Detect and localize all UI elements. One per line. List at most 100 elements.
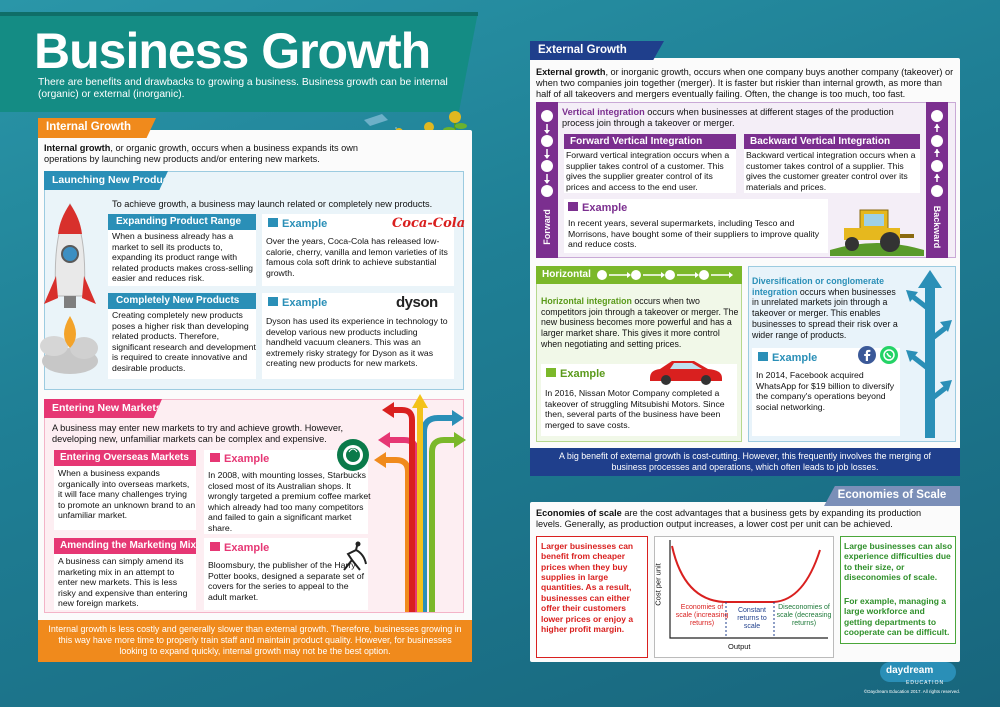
dyson-example-text: Dyson has used its experience in technol… (266, 316, 448, 369)
bloomsbury-example-text: Bloomsbury, the publisher of the Harry P… (208, 560, 364, 602)
starbucks-example-word: Example (224, 453, 270, 465)
region-diseconomies-label: Diseconomies of scale (decreasing return… (776, 604, 832, 628)
economies-intro-rest: are the cost advantages that a business … (536, 508, 922, 530)
example-icon (210, 453, 220, 462)
chart-xlabel: Output (728, 642, 751, 651)
supermarket-example-box (564, 199, 828, 253)
backward-chain-icon (931, 110, 943, 197)
example-icon (268, 218, 278, 227)
branching-arrow-illustration (906, 270, 952, 438)
starbucks-example-label: Example (210, 453, 269, 465)
economies-intro: Economies of scale are the cost advantag… (536, 508, 948, 530)
example-icon (546, 368, 556, 377)
brand-name: daydream (886, 665, 934, 676)
marketing-mix-box (54, 554, 196, 610)
economies-left-text: Larger businesses can benefit from cheap… (541, 541, 634, 634)
marketing-mix-text: A business can simply amend its marketin… (58, 556, 188, 609)
facebook-example-text: In 2014, Facebook acquired WhatsApp for … (756, 370, 895, 412)
region-constant-label: Constant returns to scale (737, 607, 767, 631)
vertical-intro-bold: Vertical integration (562, 107, 645, 117)
external-footer-bar (530, 448, 960, 476)
page-title: Business Growth (34, 23, 431, 79)
title-banner-edge (0, 12, 478, 16)
backward-box (744, 149, 920, 193)
economies-right-text-1: Large businesses can also experience dif… (844, 541, 953, 583)
forward-box (564, 149, 736, 193)
horizontal-rest: occurs when two competitors join through… (541, 296, 739, 349)
economies-intro-bold: Economies of scale (536, 508, 622, 518)
completely-new-box (108, 309, 256, 379)
external-intro: External growth, or inorganic growth, oc… (536, 67, 956, 101)
external-intro-bold: External growth (536, 67, 606, 77)
bloomsbury-example-word: Example (224, 542, 270, 554)
cost-curve-line (671, 545, 821, 603)
forward-text: Forward vertical integration occurs when… (566, 150, 730, 192)
internal-intro: Internal growth, or organic growth, occu… (44, 143, 389, 165)
internal-footer-text: Internal growth is less costly and gener… (48, 624, 462, 656)
diversification-text: Diversification or conglomerate integrat… (752, 276, 900, 340)
dyson-logo: dyson (396, 294, 438, 311)
overseas-box (54, 466, 196, 530)
example-icon (268, 297, 278, 306)
facebook-example-box (752, 348, 900, 436)
economies-left-box (536, 536, 648, 658)
title-banner (0, 12, 478, 112)
forward-chain-icon (541, 110, 553, 197)
example-icon (568, 202, 578, 211)
nissan-example-text: In 2016, Nissan Motor Company completed … (545, 388, 725, 430)
external-intro-rest: , or inorganic growth, occurs when one c… (536, 67, 954, 100)
coca-cola-logo: Coca-Cola (392, 216, 466, 231)
facebook-example-label: Example (758, 352, 817, 364)
vertical-intro: Vertical integration occurs when busines… (562, 107, 902, 129)
facebook-icon (858, 346, 876, 364)
page-intro: There are benefits and drawbacks to grow… (38, 77, 448, 101)
diversification-bold: Diversification or conglomerate integrat… (752, 276, 884, 297)
completely-new-text: Creating completely new products poses a… (112, 310, 256, 374)
starbucks-logo-icon (337, 439, 369, 471)
backward-text: Backward vertical integration occurs whe… (746, 150, 916, 192)
example-icon (758, 352, 768, 361)
economies-tab: Economies of Scale (824, 486, 960, 506)
whatsapp-icon (880, 346, 898, 364)
rocket-illustration (40, 203, 98, 374)
external-growth-tab: External Growth (530, 41, 664, 60)
horizontal-chain-icon (597, 270, 733, 280)
example-icon (210, 542, 220, 551)
expanding-range-text: When a business already has a market to … (112, 231, 253, 284)
direction-arrows-illustration (374, 394, 466, 612)
diversification-rest: occurs when businesses in unrelated mark… (752, 286, 898, 340)
marketing-mix-tab: Amending the Marketing Mix (54, 538, 196, 554)
economies-right-box (840, 536, 956, 644)
supermarket-example-label: Example (568, 202, 627, 214)
facebook-example-word: Example (772, 352, 818, 364)
backward-side-label: Backward (932, 205, 942, 249)
horizontal-bold: Horizontal integration (541, 296, 632, 306)
vertical-intro-rest: occurs when businesses at different stag… (562, 107, 894, 129)
supermarket-example-text: In recent years, several supermarkets, i… (568, 218, 820, 250)
overseas-tab: Entering Overseas Markets (54, 450, 196, 466)
brand-logo: daydream (880, 662, 956, 682)
internal-intro-bold: Internal growth (44, 143, 111, 153)
coke-example-text: Over the years, Coca-Cola has released l… (266, 236, 448, 278)
nissan-example-label: Example (546, 368, 605, 380)
bloomsbury-example-box (204, 538, 368, 610)
starbucks-example-text: In 2008, with mounting losses, Starbucks… (208, 470, 371, 534)
dyson-example-label: Example (268, 297, 327, 309)
internal-footer-bar (38, 620, 472, 662)
external-footer-text: A big benefit of external growth is cost… (559, 451, 931, 472)
supermarket-example-word: Example (582, 202, 628, 214)
cost-curve-svg (669, 540, 828, 639)
expanding-range-box (108, 230, 256, 286)
dyson-example-word: Example (282, 297, 328, 309)
forward-side-label: Forward (542, 209, 552, 245)
brand-sub: EDUCATION (906, 680, 945, 686)
internal-growth-tab: Internal Growth (38, 118, 156, 138)
dyson-example-box (262, 293, 454, 379)
nissan-example-word: Example (560, 368, 606, 380)
coke-example-label: Example (268, 218, 327, 230)
launching-intro: To achieve growth, a business may launch… (112, 199, 433, 209)
completely-new-tab: Completely New Products (108, 293, 256, 309)
chart-ylabel: Cost per unit (653, 563, 663, 606)
expanding-range-tab: Expanding Product Range (108, 214, 256, 230)
